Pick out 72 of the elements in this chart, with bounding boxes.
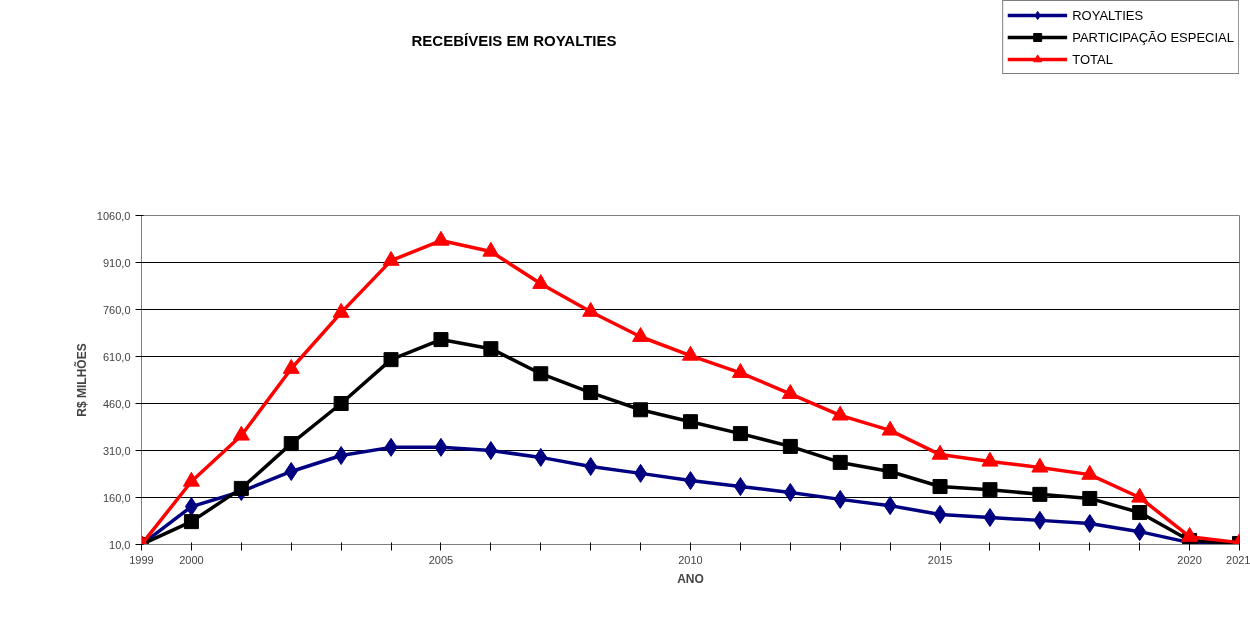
y-tick-label: 160,0 bbox=[102, 491, 131, 504]
point bbox=[232, 425, 250, 441]
y-tick-label: 610,0 bbox=[102, 350, 131, 363]
point bbox=[383, 352, 399, 368]
point bbox=[733, 477, 747, 497]
point bbox=[881, 420, 899, 436]
point bbox=[1083, 514, 1097, 534]
point bbox=[233, 480, 249, 496]
point bbox=[732, 426, 748, 442]
point bbox=[781, 384, 799, 399]
point bbox=[731, 363, 749, 378]
point bbox=[283, 436, 299, 452]
point bbox=[682, 345, 699, 361]
y-tick-label: 760,0 bbox=[102, 303, 131, 316]
point bbox=[183, 514, 199, 530]
point bbox=[482, 241, 500, 257]
point bbox=[583, 385, 599, 401]
x-tick-label: 2020 bbox=[1177, 553, 1202, 566]
point bbox=[184, 497, 198, 517]
y-axis-title: R$ MILHÕES bbox=[73, 343, 89, 417]
point bbox=[932, 479, 948, 495]
point bbox=[432, 230, 450, 246]
point bbox=[584, 456, 598, 476]
point bbox=[282, 358, 300, 374]
y-tick-label: 460,0 bbox=[102, 397, 131, 410]
point bbox=[633, 402, 649, 418]
x-tick-label: 2005 bbox=[428, 553, 454, 566]
y-tick-label: 10,0 bbox=[109, 538, 131, 551]
chart-title: RECEBÍVEIS EM ROYALTIES bbox=[411, 31, 617, 49]
point bbox=[1132, 505, 1148, 521]
y-tick-label: 910,0 bbox=[102, 256, 131, 269]
point bbox=[483, 341, 499, 357]
x-tick-label: 2000 bbox=[179, 553, 204, 566]
legend-label: TOTAL bbox=[1072, 51, 1113, 67]
point bbox=[983, 508, 997, 528]
point bbox=[434, 437, 448, 457]
legend-label: PARTICIPAÇÃO ESPECIAL bbox=[1072, 29, 1234, 45]
point bbox=[1133, 522, 1147, 542]
point bbox=[883, 496, 897, 516]
point bbox=[382, 250, 400, 266]
point bbox=[384, 437, 398, 457]
point bbox=[634, 463, 648, 483]
point bbox=[882, 463, 898, 479]
x-tick-label: 2021 bbox=[1226, 553, 1250, 566]
point bbox=[982, 482, 998, 498]
point bbox=[582, 301, 600, 317]
point bbox=[532, 274, 550, 289]
y-tick-label: 1060,0 bbox=[96, 209, 131, 222]
point bbox=[332, 302, 350, 318]
point bbox=[1033, 510, 1047, 530]
x-axis-title: ANO bbox=[677, 571, 704, 586]
point bbox=[534, 447, 548, 467]
x-tick-label: 2010 bbox=[678, 553, 703, 566]
legend-label: ROYALTIES bbox=[1072, 7, 1144, 23]
point bbox=[1032, 486, 1048, 502]
point bbox=[632, 327, 650, 342]
point bbox=[783, 482, 797, 502]
point bbox=[333, 396, 349, 411]
point bbox=[833, 489, 847, 509]
point bbox=[533, 366, 549, 382]
point bbox=[832, 454, 848, 470]
x-tick-label: 2015 bbox=[927, 553, 953, 566]
point bbox=[831, 405, 849, 421]
point bbox=[484, 441, 498, 460]
x-tick-label: 1999 bbox=[129, 553, 154, 566]
point bbox=[683, 414, 698, 430]
point bbox=[284, 461, 298, 481]
point bbox=[933, 504, 947, 524]
point bbox=[1082, 490, 1098, 506]
point bbox=[782, 438, 798, 454]
point bbox=[334, 446, 348, 466]
y-tick-label: 310,0 bbox=[102, 444, 131, 457]
